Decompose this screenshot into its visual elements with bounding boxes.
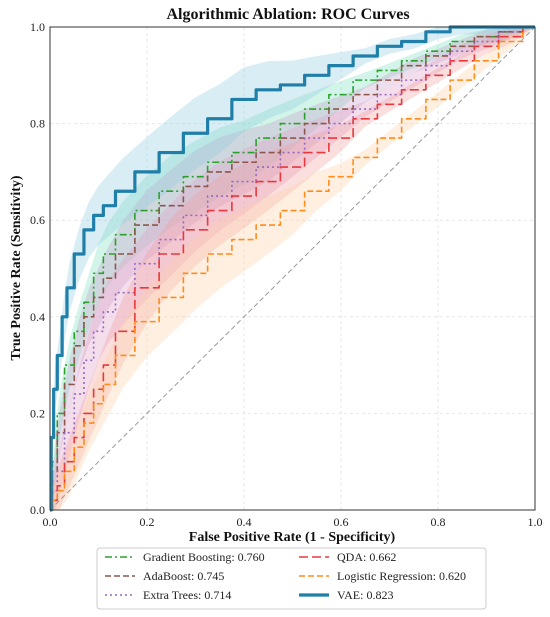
roc-line [50,26,535,511]
confidence-band [50,27,535,510]
confidence-band [50,27,535,510]
confidence-bands [50,27,535,510]
roc-line [50,26,535,511]
confidence-band [50,27,535,510]
diagonal-reference-line [49,26,536,511]
plot-frame [49,26,536,511]
roc-line [50,26,535,511]
roc-line [50,26,535,511]
x-axis-label: False Positive Rate (1 - Specificity) [189,530,396,545]
legend-items: Gradient Boosting: 0.760 AdaBoost: 0.745 E… [105,550,466,602]
y-tick-label: 1.0 [30,20,45,34]
legend-label: Logistic Regression: 0.620 [337,569,466,583]
y-tick-label: 0.8 [30,117,45,131]
legend-label: VAE: 0.823 [337,588,393,602]
chart-title: Algorithmic Ablation: ROC Curves [166,6,409,23]
legend-box [96,547,487,610]
confidence-band [50,27,535,510]
x-tick-label: 0.0 [43,515,58,529]
y-tick-label: 0.6 [30,213,45,227]
y-axis-label: True Positive Rate (Sensitivity) [9,175,24,361]
x-tick-label: 0.8 [431,515,446,529]
y-tick-label: 0.4 [30,310,45,324]
legend-label: AdaBoost: 0.745 [143,569,224,583]
legend: Gradient Boosting: 0.760 AdaBoost: 0.745 E… [96,547,487,610]
y-tick-label: 0.0 [30,503,45,517]
legend-label: Extra Trees: 0.714 [143,588,231,602]
tick-labels: 0.0 0.2 0.4 0.6 0.8 1.0 0.0 0.2 0.4 0.6 0.8 1.0 [30,20,543,529]
legend-label: QDA: 0.662 [337,550,396,564]
x-tick-label: 1.0 [528,515,543,529]
roc-line [50,26,535,511]
confidence-band [50,27,535,510]
legend-label: Gradient Boosting: 0.760 [143,550,265,564]
x-tick-label: 0.2 [140,515,155,529]
roc-line [49,25,535,512]
roc-lines [49,25,535,512]
y-tick-label: 0.2 [30,406,45,420]
grid [49,26,536,511]
x-tick-label: 0.4 [237,515,252,529]
x-tick-label: 0.6 [334,515,349,529]
